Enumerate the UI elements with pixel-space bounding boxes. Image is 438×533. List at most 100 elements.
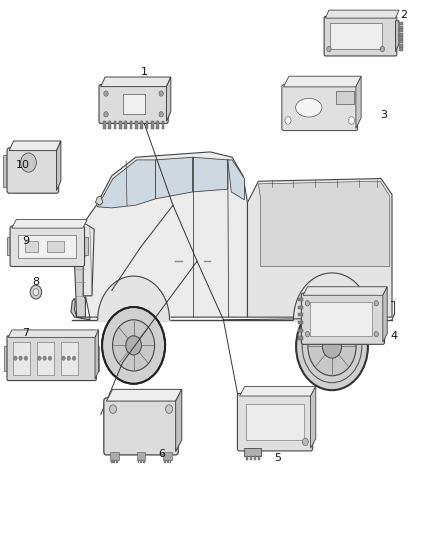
Polygon shape (303, 287, 387, 295)
Bar (298, 298, 303, 301)
Circle shape (104, 112, 108, 117)
Circle shape (14, 356, 17, 360)
Polygon shape (8, 330, 99, 337)
Circle shape (374, 332, 378, 337)
Bar (145, 122, 148, 129)
Bar (399, 44, 403, 47)
Polygon shape (311, 386, 316, 448)
Bar (116, 461, 118, 464)
Bar (330, 23, 382, 49)
Bar (137, 452, 145, 461)
Circle shape (113, 320, 155, 371)
Circle shape (166, 405, 173, 414)
FancyBboxPatch shape (104, 398, 178, 455)
Polygon shape (244, 448, 261, 456)
Bar (124, 122, 127, 129)
Circle shape (302, 438, 308, 446)
Bar (298, 336, 303, 340)
Circle shape (296, 303, 368, 390)
Polygon shape (101, 77, 171, 87)
Bar (254, 456, 256, 460)
Bar (4, 346, 8, 370)
Circle shape (38, 356, 41, 360)
Bar (113, 122, 116, 129)
Text: 1: 1 (141, 67, 148, 77)
Bar (163, 452, 172, 461)
FancyBboxPatch shape (99, 85, 168, 124)
Bar (143, 461, 145, 464)
Ellipse shape (296, 98, 322, 117)
Circle shape (62, 356, 65, 360)
Bar (119, 122, 122, 129)
Bar (108, 122, 111, 129)
FancyBboxPatch shape (301, 293, 385, 344)
Bar (138, 461, 139, 464)
Polygon shape (97, 160, 155, 208)
Polygon shape (71, 298, 90, 320)
Polygon shape (166, 77, 171, 122)
Circle shape (30, 285, 42, 299)
Bar (246, 456, 248, 460)
Polygon shape (356, 76, 361, 128)
Text: 5: 5 (275, 454, 282, 463)
Bar (246, 404, 304, 440)
Text: 10: 10 (16, 160, 30, 170)
Bar (298, 329, 303, 332)
Bar (170, 461, 171, 464)
Bar (25, 241, 38, 252)
Bar (61, 342, 78, 375)
Text: 9: 9 (22, 236, 29, 246)
Text: 2: 2 (400, 10, 407, 20)
Polygon shape (9, 141, 61, 150)
Bar (298, 305, 303, 309)
Circle shape (285, 117, 291, 124)
Polygon shape (240, 386, 316, 396)
Circle shape (19, 356, 22, 360)
Bar (310, 302, 372, 336)
Circle shape (67, 356, 71, 360)
Polygon shape (258, 181, 390, 266)
FancyBboxPatch shape (10, 226, 85, 266)
Bar (298, 321, 303, 324)
Bar (110, 452, 119, 461)
Text: 8: 8 (32, 278, 39, 287)
Polygon shape (247, 179, 392, 317)
Polygon shape (283, 76, 361, 87)
Text: 7: 7 (22, 328, 29, 338)
Polygon shape (325, 10, 399, 18)
Text: 6: 6 (159, 449, 166, 459)
Bar (18, 235, 76, 258)
Bar (258, 456, 260, 460)
Circle shape (110, 405, 117, 414)
Text: 3: 3 (380, 110, 387, 119)
Polygon shape (396, 21, 399, 52)
Polygon shape (95, 330, 99, 379)
Circle shape (48, 356, 52, 360)
Bar (83, 237, 88, 255)
Bar (140, 461, 142, 464)
Bar (399, 22, 403, 25)
Bar (123, 94, 145, 114)
Bar (399, 47, 403, 51)
Polygon shape (155, 157, 193, 199)
Polygon shape (193, 157, 228, 192)
Bar (250, 456, 252, 460)
Circle shape (349, 117, 354, 124)
Circle shape (380, 46, 385, 52)
Polygon shape (106, 389, 182, 401)
Bar (336, 91, 354, 103)
Circle shape (33, 289, 39, 295)
Circle shape (43, 356, 46, 360)
Polygon shape (95, 196, 103, 205)
Circle shape (159, 112, 163, 117)
Circle shape (21, 153, 36, 172)
Circle shape (24, 356, 28, 360)
Bar (399, 29, 403, 33)
FancyBboxPatch shape (324, 17, 397, 56)
Bar (399, 26, 403, 29)
Bar (130, 122, 132, 129)
Polygon shape (81, 224, 94, 296)
Bar (399, 40, 403, 43)
Circle shape (374, 301, 378, 306)
Polygon shape (83, 152, 247, 317)
